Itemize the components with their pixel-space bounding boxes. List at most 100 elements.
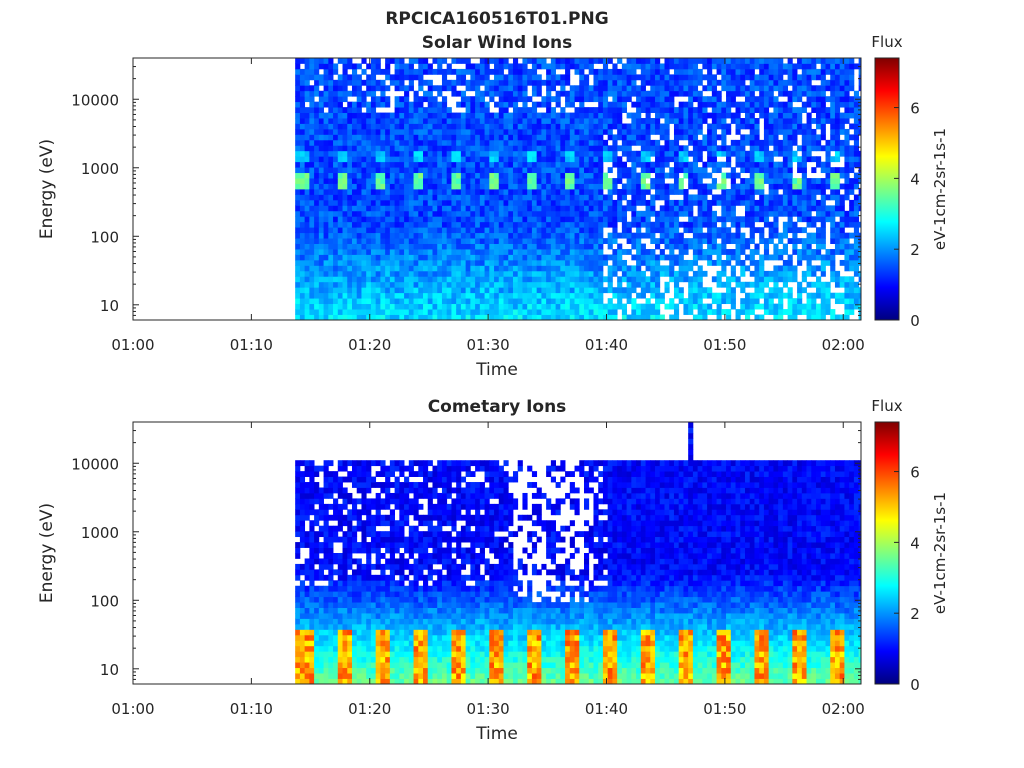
heatmap-cell (375, 281, 381, 288)
heatmap-cell (598, 298, 604, 305)
heatmap-cell (399, 281, 405, 288)
heatmap-cell (754, 79, 760, 86)
heatmap-cell (456, 178, 462, 184)
heatmap-cell (816, 205, 822, 212)
heatmap-cell (768, 232, 774, 239)
heatmap-cell (569, 232, 575, 239)
heatmap-cell (659, 63, 665, 70)
heatmap-cell (730, 254, 736, 261)
heatmap-cell (527, 167, 533, 174)
heatmap-cell (825, 216, 831, 223)
heatmap-cell (527, 194, 533, 201)
heatmap-cell (446, 63, 452, 70)
heatmap-cell (304, 243, 310, 250)
heatmap-cell (673, 221, 680, 228)
heatmap-cell (588, 309, 594, 315)
heatmap-cell (304, 112, 310, 119)
heatmap-cell (512, 194, 519, 201)
heatmap-cell (560, 79, 566, 86)
heatmap-cell (598, 172, 604, 179)
heatmap-cell (342, 199, 348, 206)
heatmap-cell (555, 139, 561, 146)
heatmap-cell (437, 238, 443, 244)
heatmap-cell (801, 63, 807, 70)
heatmap-cell (617, 128, 623, 135)
heatmap-cell (394, 303, 400, 310)
heatmap-cell (787, 216, 793, 223)
heatmap-cell (602, 303, 609, 310)
heatmap-cell (834, 118, 841, 124)
heatmap-cell (550, 189, 556, 195)
heatmap-cell (588, 156, 594, 163)
heatmap-cell (333, 107, 339, 113)
heatmap-cell (598, 265, 604, 272)
heatmap-cell (659, 107, 665, 113)
heatmap-cell (588, 107, 594, 113)
heatmap-cell (437, 314, 443, 321)
heatmap-cell (636, 265, 642, 272)
heatmap-cell (375, 309, 381, 315)
heatmap-cell (730, 145, 736, 152)
heatmap-cell (465, 298, 471, 305)
heatmap-cell (394, 232, 400, 239)
heatmap-cell (778, 112, 784, 119)
heatmap-cell (489, 156, 495, 163)
heatmap-cell (356, 199, 362, 206)
heatmap-cell (778, 309, 784, 315)
heatmap-cell (342, 254, 348, 261)
heatmap-cell (323, 183, 329, 190)
heatmap-cell (550, 85, 556, 92)
heatmap-cell (560, 139, 566, 146)
heatmap-cell (763, 150, 770, 157)
heatmap-cell (347, 90, 353, 97)
heatmap-cell (347, 210, 353, 217)
heatmap-cell (664, 68, 670, 75)
heatmap-cell (550, 167, 556, 174)
heatmap-cell (702, 183, 708, 190)
heatmap-cell (318, 178, 324, 184)
heatmap-cell (555, 254, 561, 261)
heatmap-cell (460, 287, 467, 294)
heatmap-cell (541, 281, 547, 288)
heatmap-cell (380, 281, 386, 288)
heatmap-cell (645, 254, 651, 261)
heatmap-cell (830, 139, 836, 146)
heatmap-cell (749, 107, 755, 113)
heatmap-cell (361, 123, 367, 130)
heatmap-cell (389, 74, 395, 81)
heatmap-cell (318, 292, 324, 299)
heatmap-cell (460, 189, 467, 195)
heatmap-cell (782, 139, 788, 146)
heatmap-cell (366, 90, 372, 97)
heatmap-cell (816, 265, 822, 272)
heatmap-cell (692, 139, 699, 146)
heatmap-cell (366, 194, 372, 201)
heatmap-cell (517, 178, 523, 184)
heatmap-cell (773, 134, 779, 141)
heatmap-cell (517, 276, 523, 283)
heatmap-cell (356, 156, 362, 163)
heatmap-cell (437, 216, 443, 223)
heatmap-cell (749, 199, 755, 206)
heatmap-cell (314, 303, 320, 310)
heatmap-cell (337, 221, 343, 228)
heatmap-cell (512, 139, 519, 146)
heatmap-cell (683, 270, 689, 277)
heatmap-cell (441, 145, 448, 152)
heatmap-cell (555, 150, 561, 157)
heatmap-cell (565, 199, 571, 206)
heatmap-cell (565, 265, 571, 272)
heatmap-cell (692, 156, 699, 163)
heatmap-cell (446, 292, 452, 299)
heatmap-cell (351, 249, 358, 255)
heatmap-cell (503, 79, 509, 86)
heatmap-cell (825, 287, 831, 294)
heatmap-cell (333, 216, 339, 223)
heatmap-cell (816, 287, 822, 294)
heatmap-cell (801, 172, 807, 179)
heatmap-cell (456, 199, 462, 206)
heatmap-cell (664, 189, 670, 195)
heatmap-cell (361, 210, 367, 217)
heatmap-cell (621, 123, 628, 130)
heatmap-cell (801, 79, 807, 86)
